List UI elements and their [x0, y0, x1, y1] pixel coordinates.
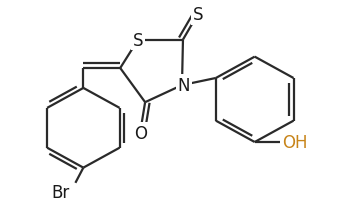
Text: S: S [193, 6, 203, 24]
Text: O: O [134, 124, 147, 142]
Text: Br: Br [51, 183, 70, 201]
Text: N: N [178, 77, 190, 95]
Text: S: S [133, 31, 143, 49]
Text: OH: OH [282, 133, 307, 151]
